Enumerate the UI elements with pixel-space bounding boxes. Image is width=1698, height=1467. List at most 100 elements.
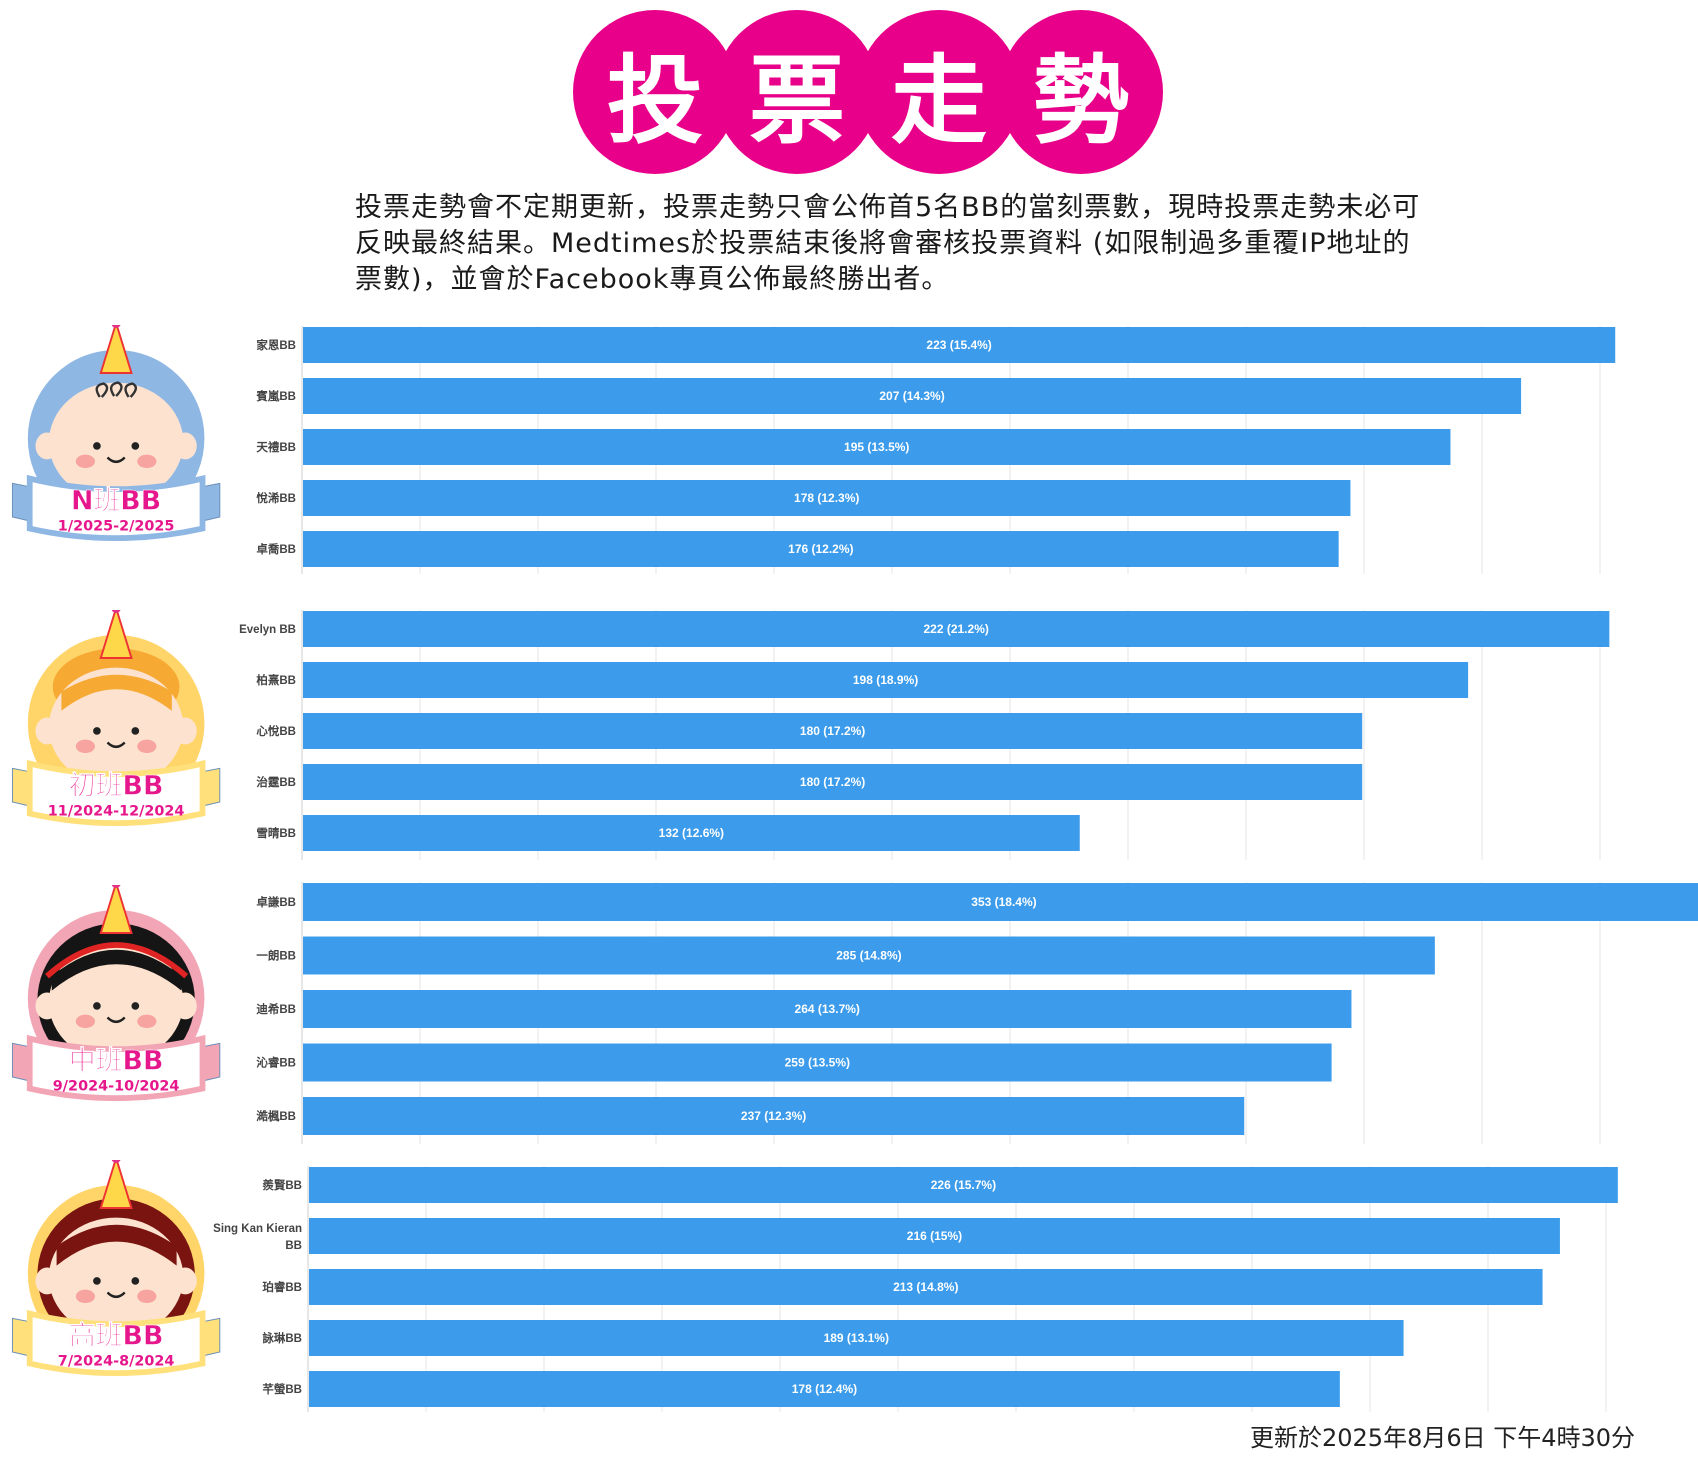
title-char: 勢	[1033, 44, 1129, 157]
bar	[303, 378, 1522, 414]
category-label: 家恩BB	[256, 338, 296, 352]
category-label: 珀睿BB	[262, 1280, 302, 1294]
eye	[131, 1002, 140, 1010]
class-name-label: 高班BB	[69, 1319, 164, 1351]
bar	[309, 1371, 1340, 1407]
ear	[173, 432, 197, 460]
bar	[303, 883, 1698, 921]
class-dates-label: 1/2025-2/2025	[58, 518, 175, 534]
title-char: 投	[607, 44, 703, 157]
category-label: 賓嵐BB	[255, 389, 296, 403]
bar-value-label: 198 (18.9%)	[853, 673, 918, 687]
mouth	[106, 456, 126, 463]
bar-value-label: 216 (15%)	[907, 1229, 962, 1243]
bar	[303, 480, 1351, 516]
category-label: 一朗BB	[256, 949, 296, 963]
bangs	[61, 674, 172, 711]
cheek	[75, 1014, 95, 1029]
bar-value-label: 213 (14.8%)	[893, 1280, 958, 1294]
updated-timestamp: 更新於2025年8月6日 下午4時30分	[1250, 1424, 1636, 1452]
class-mascot-badge: 初班BB 11/2024-12/2024	[11, 610, 221, 826]
category-label: 柏熹BB	[256, 673, 296, 687]
curl	[95, 381, 137, 398]
category-label: BB	[285, 1240, 302, 1252]
hat-pompom	[111, 610, 121, 613]
bar	[303, 1097, 1245, 1135]
mouth	[106, 1016, 126, 1023]
ear	[35, 717, 59, 745]
title-char-circle: 勢	[999, 10, 1163, 174]
title-char-circle: 投	[573, 10, 737, 174]
party-hat	[99, 885, 133, 934]
class-dates-label: 9/2024-10/2024	[53, 1078, 180, 1094]
class-name-label: 初班BB	[69, 770, 164, 801]
cheek	[137, 454, 157, 469]
ear	[173, 1267, 197, 1295]
category-label: 芊螢BB	[262, 1382, 302, 1396]
face	[48, 942, 184, 1062]
bar	[309, 1320, 1404, 1356]
bar	[303, 531, 1339, 567]
bar-value-label: 264 (13.7%)	[795, 1002, 860, 1016]
category-label: 澔楓BB	[255, 1109, 296, 1123]
intro-paragraph: 投票走勢會不定期更新，投票走勢只會公佈首5名BB的當刻票數，現時投票走勢未必可反…	[355, 192, 1421, 295]
eye	[131, 442, 140, 450]
bar	[303, 936, 1435, 975]
mouth	[106, 741, 126, 748]
category-label: 卓謙BB	[256, 895, 296, 909]
bar	[309, 1218, 1560, 1254]
bar	[303, 611, 1610, 647]
category-label: 羨賢BB	[262, 1178, 302, 1192]
cheek	[75, 454, 95, 469]
bar-value-label: 207 (14.3%)	[879, 389, 944, 403]
bangs	[56, 1224, 177, 1266]
cheek	[75, 739, 95, 754]
category-label: 天禮BB	[256, 440, 296, 454]
ribbon	[26, 474, 206, 541]
bar	[309, 1167, 1618, 1203]
bar-value-label: 226 (15.7%)	[931, 1178, 996, 1192]
class-dates-label: 7/2024-8/2024	[58, 1353, 175, 1369]
bar	[303, 990, 1352, 1028]
category-label: 雪晴BB	[256, 826, 296, 840]
title-char: 走	[891, 44, 987, 157]
bar-value-label: 259 (13.5%)	[785, 1056, 850, 1070]
ear	[35, 1267, 59, 1295]
category-label: 心悅BB	[256, 724, 296, 738]
eye	[131, 727, 140, 735]
bar-value-label: 178 (12.4%)	[792, 1382, 857, 1396]
ear	[173, 992, 197, 1020]
class-mascot-badge: N班BB 1/2025-2/2025	[11, 325, 221, 541]
category-label: 卓喬BB	[256, 542, 296, 556]
bar	[303, 1043, 1332, 1082]
category-label: 悅浠BB	[256, 491, 296, 505]
bar-value-label: 180 (17.2%)	[800, 724, 865, 738]
class-mascot-badge: 高班BB 7/2024-8/2024	[11, 1160, 221, 1376]
bar-value-label: 189 (13.1%)	[824, 1331, 889, 1345]
cheek	[75, 1289, 95, 1304]
class-name-label: N班BB	[71, 485, 161, 516]
bar	[303, 713, 1363, 749]
party-hat	[99, 1160, 133, 1209]
bar-value-label: 132 (12.6%)	[659, 826, 724, 840]
bar-value-label: 176 (12.2%)	[788, 542, 853, 556]
bar-chart-4: 226 (15.7%) 羨賢BB 216 (15%) Sing Kan Kieran B…	[213, 1166, 1618, 1412]
class-mascot-badge: 中班BB 9/2024-10/2024	[11, 885, 221, 1101]
bar-value-label: 285 (14.8%)	[836, 949, 901, 963]
bar-value-label: 222 (21.2%)	[923, 622, 988, 636]
eye	[93, 442, 101, 450]
eye	[93, 1002, 101, 1010]
category-label: 沁睿BB	[256, 1056, 296, 1070]
ribbon	[26, 1309, 206, 1376]
party-hat	[99, 325, 133, 374]
class-dates-label: 11/2024-12/2024	[48, 803, 185, 819]
category-label: 治霆BB	[256, 775, 296, 789]
ear	[35, 432, 59, 460]
ribbon	[26, 759, 206, 826]
title-char: 票	[749, 44, 845, 157]
category-label: Sing Kan Kieran	[213, 1223, 302, 1235]
bar	[309, 1269, 1543, 1305]
title-char-circle: 走	[857, 10, 1021, 174]
class-name-label: 中班BB	[69, 1045, 164, 1076]
hat-pompom	[111, 1160, 121, 1163]
